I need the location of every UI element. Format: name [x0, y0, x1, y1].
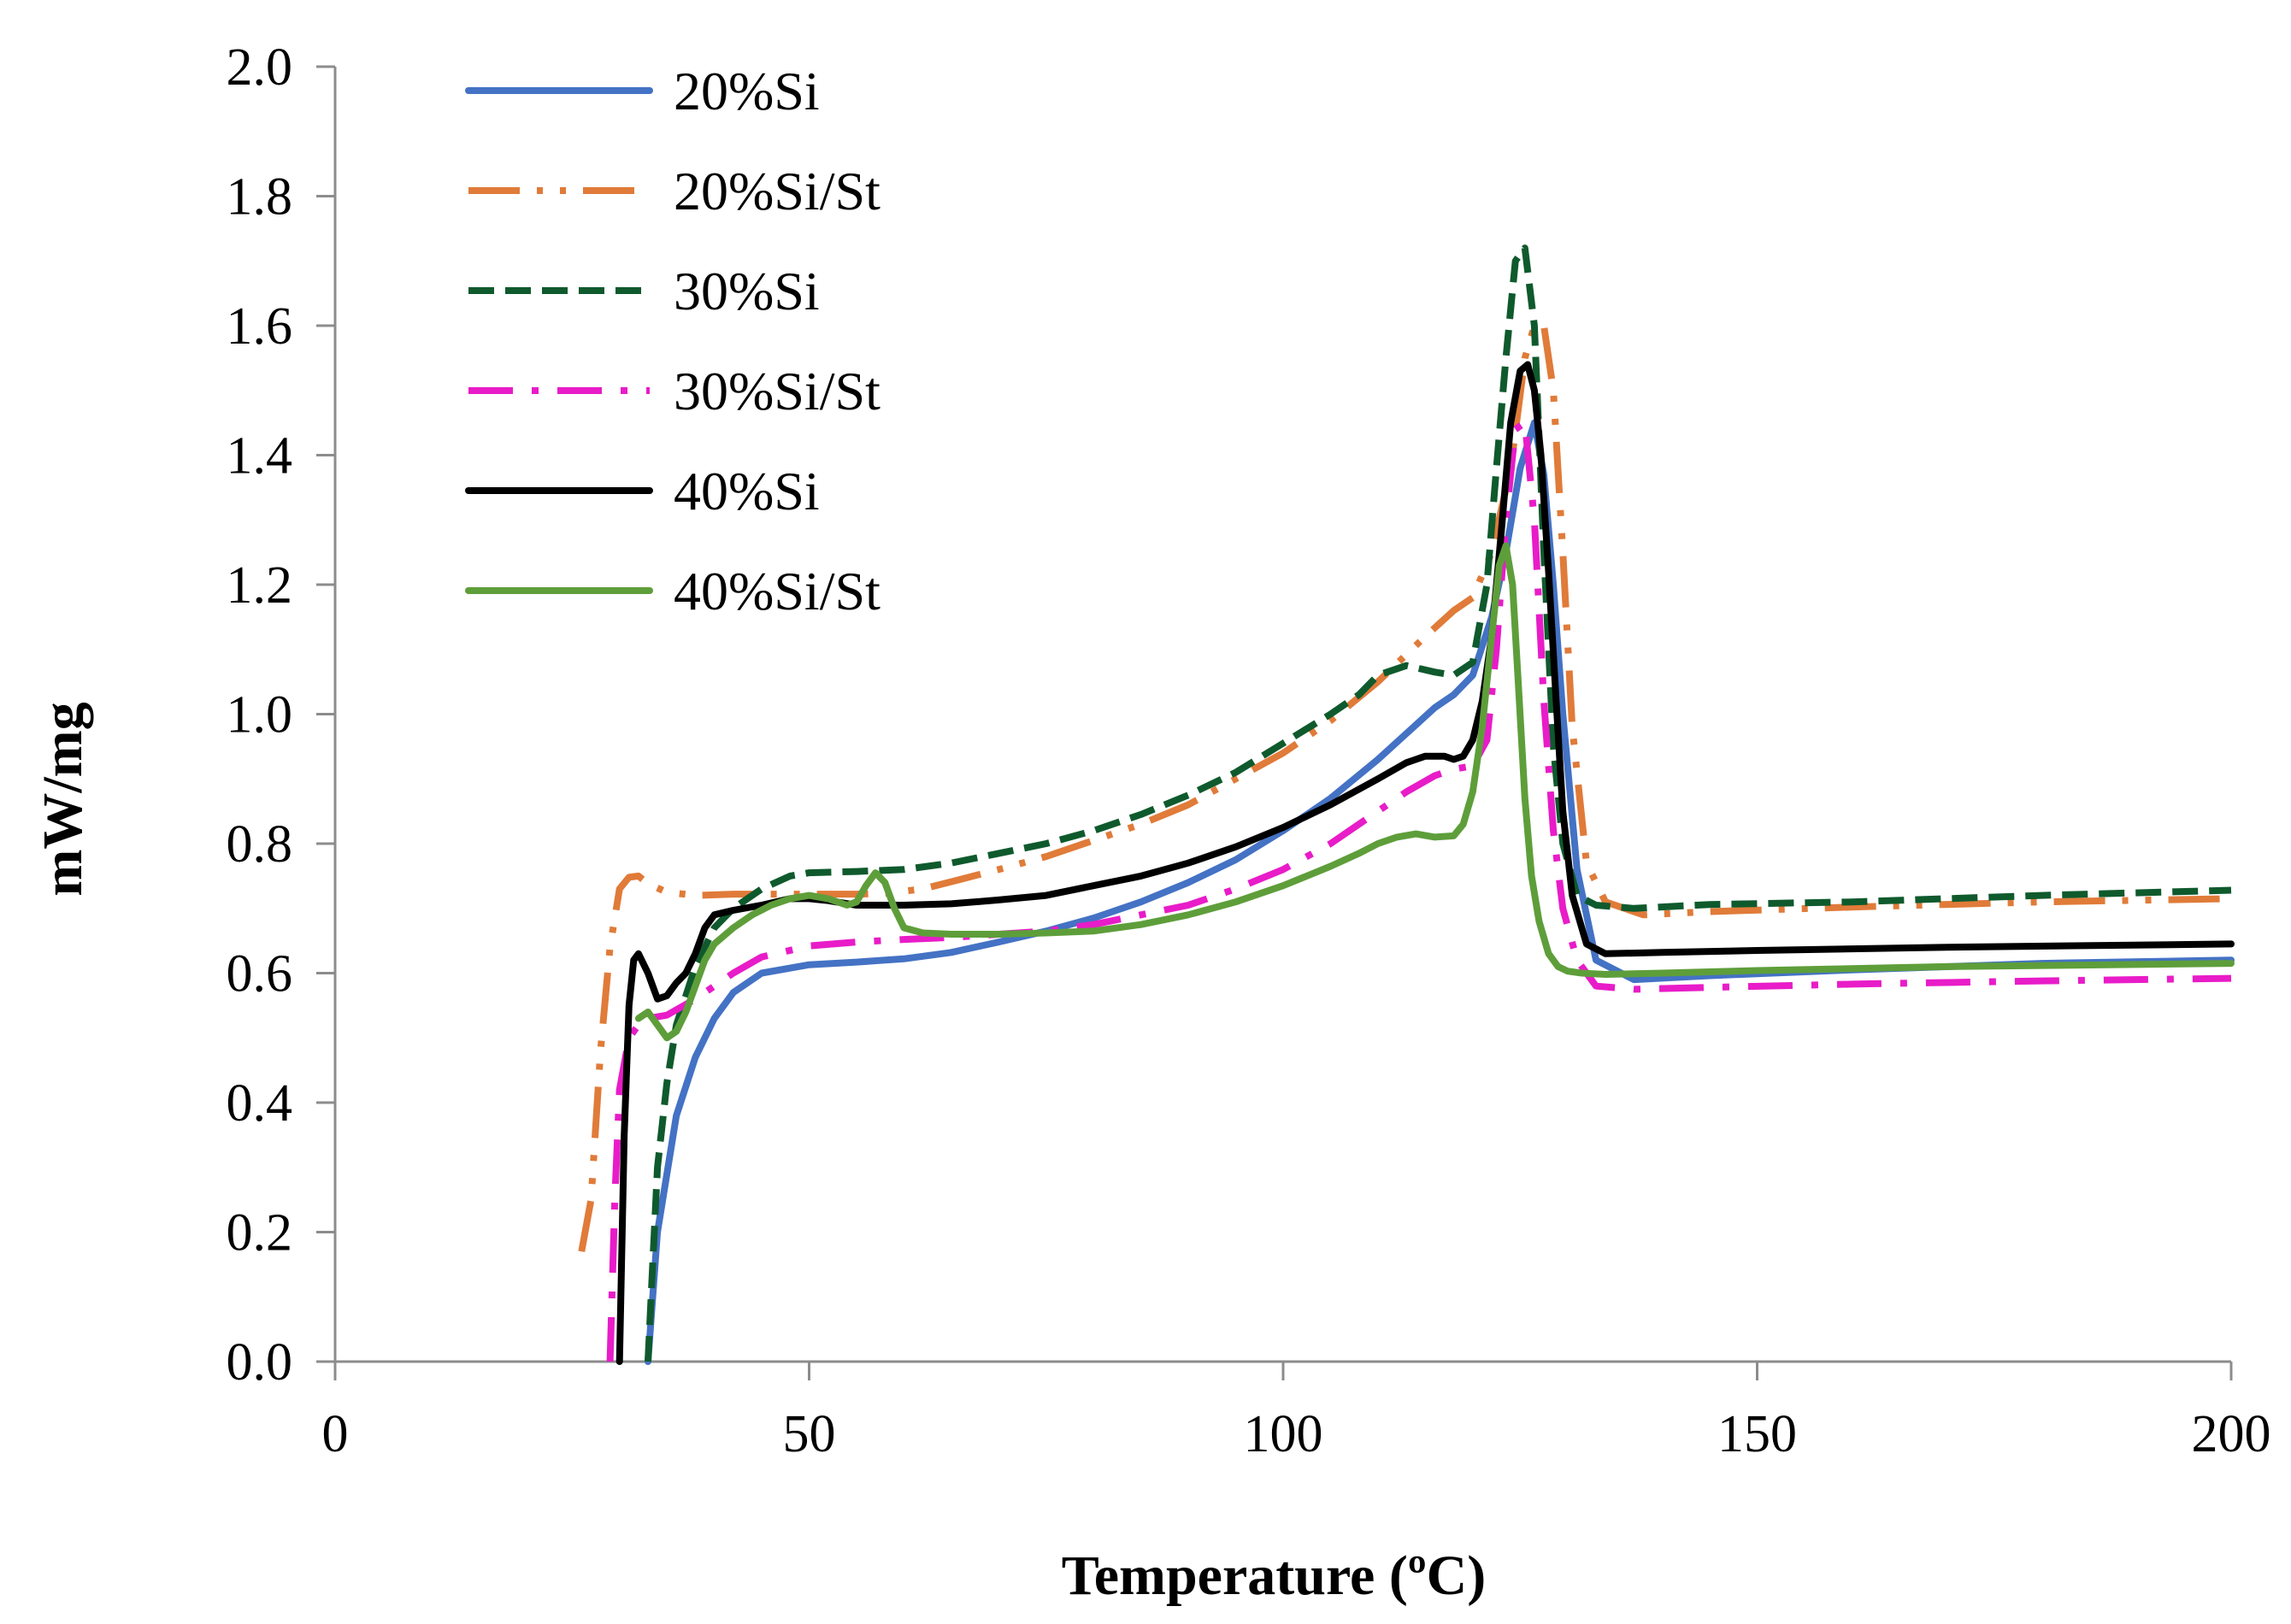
- legend-label: 40%Si: [674, 461, 820, 521]
- legend-label: 20%Si/St: [674, 161, 880, 221]
- x-axis-title-unit: (ºC): [1389, 1545, 1486, 1607]
- legend-label: 30%Si/St: [674, 361, 880, 421]
- series-line-20-si-st: [578, 322, 2232, 1252]
- legend-item: 30%Si: [468, 261, 820, 321]
- x-tick-label: 200: [2192, 1405, 2271, 1463]
- legend-item: 20%Si: [465, 61, 820, 121]
- legend-item: 40%Si/St: [465, 561, 880, 621]
- legend-item: 20%Si/St: [468, 161, 880, 221]
- x-tick-label: 150: [1717, 1405, 1797, 1463]
- series-line-40-si: [615, 361, 2235, 1365]
- legend-label: 20%Si: [674, 61, 820, 121]
- x-tick-label: 100: [1244, 1405, 1323, 1463]
- x-axis-title-main: Temperature: [1062, 1545, 1375, 1607]
- x-tick-label: 0: [322, 1405, 349, 1463]
- series-layer: [578, 244, 2235, 1365]
- y-tick-label: 1.2: [227, 556, 293, 615]
- y-tick-label: 0.8: [227, 815, 293, 874]
- y-tick-label: 1.0: [227, 686, 293, 744]
- legend-item: 40%Si: [465, 461, 820, 521]
- y-tick-label: 2.0: [227, 38, 293, 97]
- axes: 0.0 0.2 0.4 0.6 0.8 1.0 1.2 1.4 1.6 1.8 2.0 0 50 100…: [227, 38, 2271, 1463]
- y-tick-label: 0.0: [227, 1333, 293, 1392]
- x-tick-label: 50: [783, 1405, 836, 1463]
- x-ticks: 0 50 100 150 200: [322, 1362, 2271, 1463]
- series-line-20-si: [645, 419, 2235, 1365]
- y-tick-label: 1.6: [227, 297, 293, 356]
- y-tick-label: 0.6: [227, 945, 293, 1003]
- series-line-30-si-st: [606, 419, 2232, 1362]
- series-line-40-si-st: [634, 542, 2235, 1042]
- y-tick-label: 1.4: [227, 427, 293, 485]
- legend-item: 30%Si/St: [468, 361, 880, 421]
- y-ticks: 0.0 0.2 0.4 0.6 0.8 1.0 1.2 1.4 1.6 1.8 2.0: [227, 38, 335, 1392]
- legend-label: 30%Si: [674, 261, 820, 321]
- legend-label: 40%Si/St: [674, 561, 880, 621]
- series-line-30-si: [645, 244, 2232, 1362]
- y-tick-label: 0.2: [227, 1204, 293, 1262]
- y-tick-label: 0.4: [227, 1074, 293, 1133]
- x-axis-title: Temperature (ºC): [1062, 1545, 1487, 1607]
- y-axis-title: mW/mg: [32, 702, 94, 896]
- y-tick-label: 1.8: [227, 168, 293, 227]
- legend: 20%Si 20%Si/St 30%Si 30%Si/St 40%Si 40%Si/St: [465, 61, 880, 621]
